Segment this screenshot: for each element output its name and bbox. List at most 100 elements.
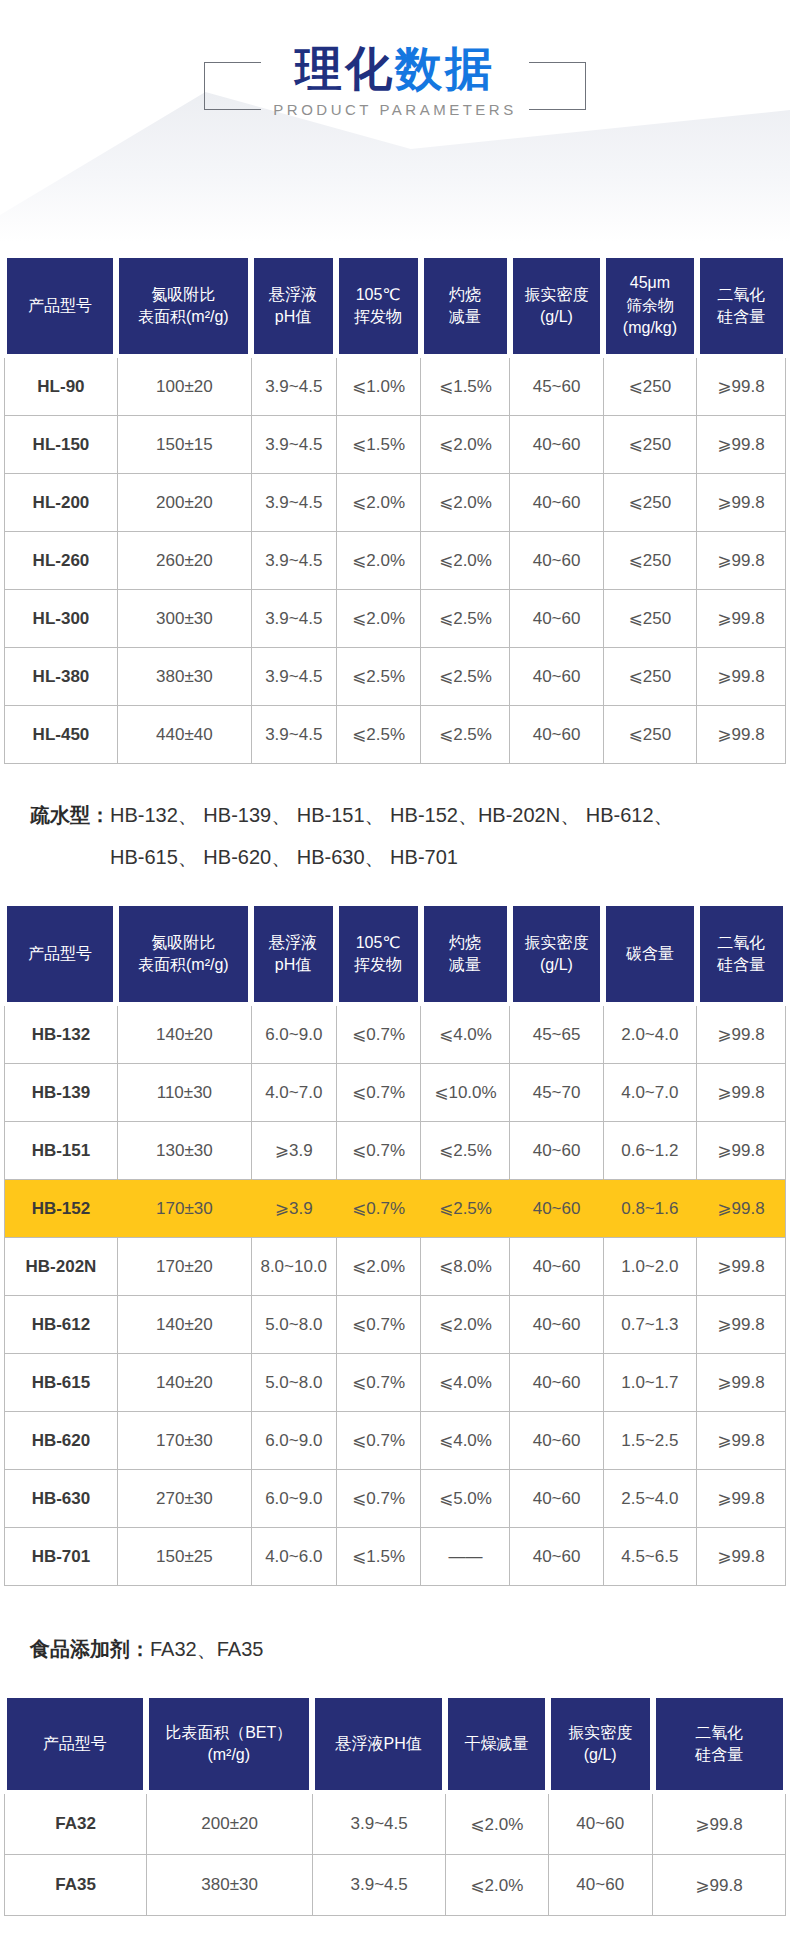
value-cell: ⩾99.8 xyxy=(696,1006,785,1063)
table-header-row: 产品型号氮吸附比 表面积(m²/g)悬浮液 pH值105℃ 挥发物灼烧 减量振实… xyxy=(4,906,786,1002)
value-cell: ⩽0.7% xyxy=(336,1006,421,1063)
value-cell: ⩾99.8 xyxy=(652,1854,785,1915)
value-cell: ⩽0.7% xyxy=(336,1469,421,1527)
value-cell: 3.9~4.5 xyxy=(251,705,336,763)
value-cell: —— xyxy=(420,1527,509,1585)
value-cell: 40~60 xyxy=(509,1469,602,1527)
value-cell: 6.0~9.0 xyxy=(251,1469,336,1527)
value-cell: ⩾99.8 xyxy=(696,647,785,705)
banner-right-bracket-decoration xyxy=(529,62,586,110)
value-cell: ⩽10.0% xyxy=(420,1063,509,1121)
value-cell: 2.0~4.0 xyxy=(603,1006,696,1063)
value-cell: ⩽2.0% xyxy=(336,589,421,647)
column-header: 氮吸附比 表面积(m²/g) xyxy=(119,906,247,1002)
value-cell: 5.0~8.0 xyxy=(251,1353,336,1411)
table-body: FA32200±203.9~4.5⩽2.0%40~60⩾99.8FA35380±… xyxy=(4,1794,786,1916)
product-model-cell: HL-90 xyxy=(5,358,117,415)
product-model-cell: HL-380 xyxy=(5,647,117,705)
page-title-part1: 理化 xyxy=(295,42,395,95)
table-header-row: 产品型号氮吸附比 表面积(m²/g)悬浮液 pH值105℃ 挥发物灼烧 减量振实… xyxy=(4,258,786,354)
value-cell: 40~60 xyxy=(509,589,602,647)
section-model-list: FA32、FA35 xyxy=(150,1628,263,1670)
value-cell: ⩽2.0% xyxy=(445,1794,547,1854)
value-cell: 4.0~7.0 xyxy=(603,1063,696,1121)
value-cell: 170±20 xyxy=(117,1237,251,1295)
column-header: 悬浮液 pH值 xyxy=(254,258,333,354)
value-cell: ⩽250 xyxy=(603,531,696,589)
column-header: 产品型号 xyxy=(7,258,113,354)
value-cell: 6.0~9.0 xyxy=(251,1006,336,1063)
value-cell: ⩽2.5% xyxy=(336,705,421,763)
value-cell: 4.0~6.0 xyxy=(251,1527,336,1585)
value-cell: ⩾99.8 xyxy=(696,415,785,473)
value-cell: ⩾3.9 xyxy=(251,1179,336,1237)
value-cell: 3.9~4.5 xyxy=(251,589,336,647)
product-model-cell: HB-701 xyxy=(5,1527,117,1585)
column-header: 振实密度 (g/L) xyxy=(513,258,601,354)
product-model-cell: HB-152 xyxy=(5,1179,117,1237)
column-header: 产品型号 xyxy=(7,906,113,1002)
value-cell: 130±30 xyxy=(117,1121,251,1179)
value-cell: ⩽1.5% xyxy=(420,358,509,415)
value-cell: ⩽4.0% xyxy=(420,1353,509,1411)
value-cell: ⩽250 xyxy=(603,415,696,473)
value-cell: 3.9~4.5 xyxy=(312,1854,445,1915)
product-model-cell: HB-202N xyxy=(5,1237,117,1295)
value-cell: ⩾99.8 xyxy=(696,531,785,589)
product-model-cell: HB-612 xyxy=(5,1295,117,1353)
value-cell: 40~60 xyxy=(509,1295,602,1353)
value-cell: 2.5~4.0 xyxy=(603,1469,696,1527)
product-model-cell: HL-200 xyxy=(5,473,117,531)
section-title-hydrophobic: 疏水型： HB-132、 HB-139、 HB-151、 HB-152、HB-2… xyxy=(0,794,790,878)
page-title: 理化数据 xyxy=(273,42,516,96)
value-cell: ⩽2.5% xyxy=(420,589,509,647)
value-cell: 40~60 xyxy=(509,1411,602,1469)
value-cell: 6.0~9.0 xyxy=(251,1411,336,1469)
value-cell: ⩽2.0% xyxy=(336,1237,421,1295)
value-cell: 40~60 xyxy=(509,1527,602,1585)
product-model-cell: HB-630 xyxy=(5,1469,117,1527)
value-cell: 40~60 xyxy=(509,1237,602,1295)
value-cell: 1.5~2.5 xyxy=(603,1411,696,1469)
value-cell: ⩽1.5% xyxy=(336,1527,421,1585)
page-title-part2: 数据 xyxy=(395,42,495,95)
value-cell: 170±30 xyxy=(117,1179,251,1237)
value-cell: ⩾99.8 xyxy=(696,1295,785,1353)
value-cell: ⩽250 xyxy=(603,705,696,763)
banner-text-block: 理化数据 PRODUCT PARAMETERS xyxy=(273,42,516,118)
value-cell: ⩾99.8 xyxy=(696,1353,785,1411)
value-cell: 3.9~4.5 xyxy=(251,358,336,415)
column-header: 二氧化 硅含量 xyxy=(700,906,783,1002)
value-cell: 100±20 xyxy=(117,358,251,415)
value-cell: ⩽2.0% xyxy=(336,531,421,589)
value-cell: ⩾99.8 xyxy=(696,358,785,415)
value-cell: 40~60 xyxy=(509,1353,602,1411)
value-cell: ⩽2.0% xyxy=(420,531,509,589)
value-cell: 1.0~2.0 xyxy=(603,1237,696,1295)
food-additive-products-table: 产品型号比表面积（BET） (m²/g)悬浮液PH值干燥减量振实密度 (g/L)… xyxy=(4,1698,786,1916)
value-cell: 140±20 xyxy=(117,1295,251,1353)
value-cell: ⩽1.5% xyxy=(336,415,421,473)
column-header: 悬浮液 pH值 xyxy=(254,906,333,1002)
value-cell: ⩽2.0% xyxy=(445,1854,547,1915)
value-cell: 300±30 xyxy=(117,589,251,647)
value-cell: 4.0~7.0 xyxy=(251,1063,336,1121)
section-model-list: HB-132、 HB-139、 HB-151、 HB-152、HB-202N、 … xyxy=(110,794,674,878)
column-header: 灼烧 减量 xyxy=(424,258,507,354)
value-cell: ⩽2.5% xyxy=(420,1121,509,1179)
product-model-cell: HL-300 xyxy=(5,589,117,647)
value-cell: ⩽2.5% xyxy=(420,1179,509,1237)
value-cell: ⩾99.8 xyxy=(696,705,785,763)
section-label: 食品添加剂： xyxy=(30,1628,150,1670)
value-cell: 40~60 xyxy=(509,1179,602,1237)
value-cell: ⩽2.5% xyxy=(336,647,421,705)
product-model-cell: HB-132 xyxy=(5,1006,117,1063)
value-cell: 3.9~4.5 xyxy=(251,473,336,531)
value-cell: ⩾99.8 xyxy=(696,1063,785,1121)
hydrophobic-products-table: 产品型号氮吸附比 表面积(m²/g)悬浮液 pH值105℃ 挥发物灼烧 减量振实… xyxy=(4,906,786,1586)
value-cell: ⩽0.7% xyxy=(336,1063,421,1121)
value-cell: 110±30 xyxy=(117,1063,251,1121)
column-header: 105℃ 挥发物 xyxy=(339,906,418,1002)
product-model-cell: HL-150 xyxy=(5,415,117,473)
value-cell: 200±20 xyxy=(146,1794,312,1854)
